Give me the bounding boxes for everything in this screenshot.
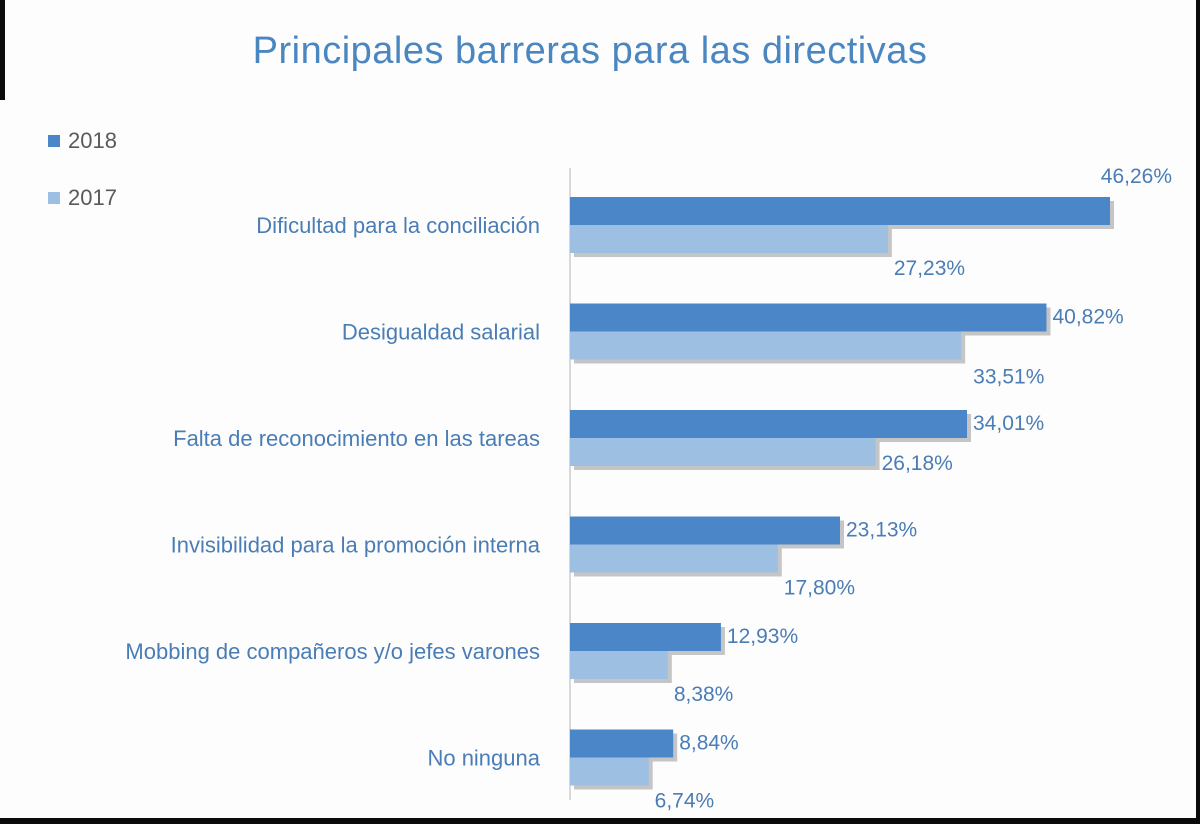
legend-swatch-2017 xyxy=(48,192,60,204)
legend-swatch-2018 xyxy=(48,135,60,147)
legend-item-2017: 2017 xyxy=(48,183,117,213)
data-label-2018: 12,93% xyxy=(727,625,798,648)
data-label-2018: 40,82% xyxy=(1052,306,1123,329)
data-label-2018: 8,84% xyxy=(679,732,739,755)
data-label-2017: 26,18% xyxy=(882,452,953,475)
bar-2017 xyxy=(570,225,888,253)
left-border-rule xyxy=(0,0,5,100)
category-label: Dificultad para la conciliación xyxy=(256,213,540,238)
bar-2018 xyxy=(570,729,674,758)
data-label-2017: 8,38% xyxy=(674,683,734,706)
bar-2018 xyxy=(570,516,840,545)
data-label-2018: 23,13% xyxy=(846,519,917,542)
data-label-2017: 33,51% xyxy=(973,366,1044,389)
data-label-2017: 17,80% xyxy=(784,577,855,600)
data-label-2018: 34,01% xyxy=(973,412,1044,435)
legend-item-2018: 2018 xyxy=(48,126,117,156)
bar-2018 xyxy=(570,410,968,438)
category-label: Invisibilidad para la promoción interna xyxy=(171,533,541,558)
category-label: Desigualdad salarial xyxy=(342,320,540,345)
chart-title: Principales barreras para las directivas xyxy=(252,30,928,72)
data-label-2017: 6,74% xyxy=(655,790,715,813)
category-label: Mobbing de compañeros y/o jefes varones xyxy=(125,639,540,664)
category-label: No ninguna xyxy=(427,746,540,771)
legend-label-2018: 2018 xyxy=(68,128,117,153)
bar-2017 xyxy=(570,757,649,786)
bar-2018 xyxy=(570,303,1047,332)
bar-2018 xyxy=(570,623,721,651)
legend-label-2017: 2017 xyxy=(68,185,117,210)
data-label-2017: 27,23% xyxy=(894,257,965,280)
data-label-2018: 46,26% xyxy=(1101,165,1172,188)
bar-2017 xyxy=(570,331,962,360)
category-label: Falta de reconocimiento en las tareas xyxy=(173,426,540,451)
bar-2017 xyxy=(570,544,778,573)
bar-2017 xyxy=(570,651,668,679)
bar-2018 xyxy=(570,197,1110,225)
bar-2017 xyxy=(570,438,876,466)
